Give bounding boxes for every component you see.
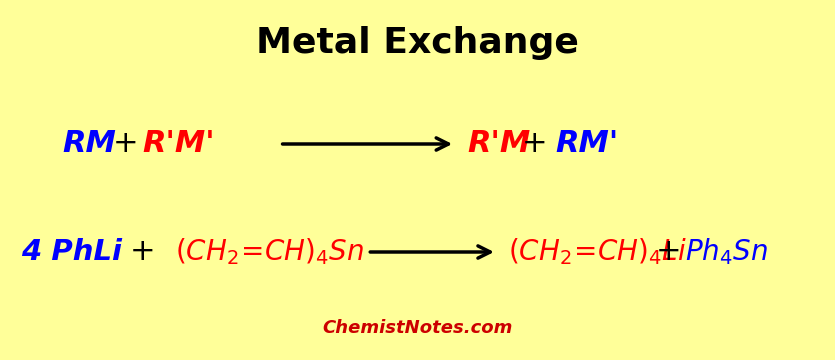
Text: $(CH_2\!=\!CH)_4Sn$: $(CH_2\!=\!CH)_4Sn$ bbox=[175, 237, 364, 267]
Text: RM': RM' bbox=[555, 130, 619, 158]
Text: $Ph_4Sn$: $Ph_4Sn$ bbox=[685, 237, 767, 267]
Text: 4 PhLi: 4 PhLi bbox=[21, 238, 122, 266]
Text: +: + bbox=[655, 238, 681, 266]
Text: +: + bbox=[129, 238, 155, 266]
Text: Metal Exchange: Metal Exchange bbox=[256, 26, 579, 60]
Text: R'M: R'M bbox=[468, 130, 531, 158]
Text: RM: RM bbox=[63, 130, 117, 158]
Text: R'M': R'M' bbox=[142, 130, 215, 158]
Text: $(CH_2\!=\!CH)_4Li$: $(CH_2\!=\!CH)_4Li$ bbox=[508, 237, 686, 267]
Text: +: + bbox=[113, 130, 139, 158]
Text: ChemistNotes.com: ChemistNotes.com bbox=[322, 319, 513, 337]
Text: +: + bbox=[522, 130, 548, 158]
